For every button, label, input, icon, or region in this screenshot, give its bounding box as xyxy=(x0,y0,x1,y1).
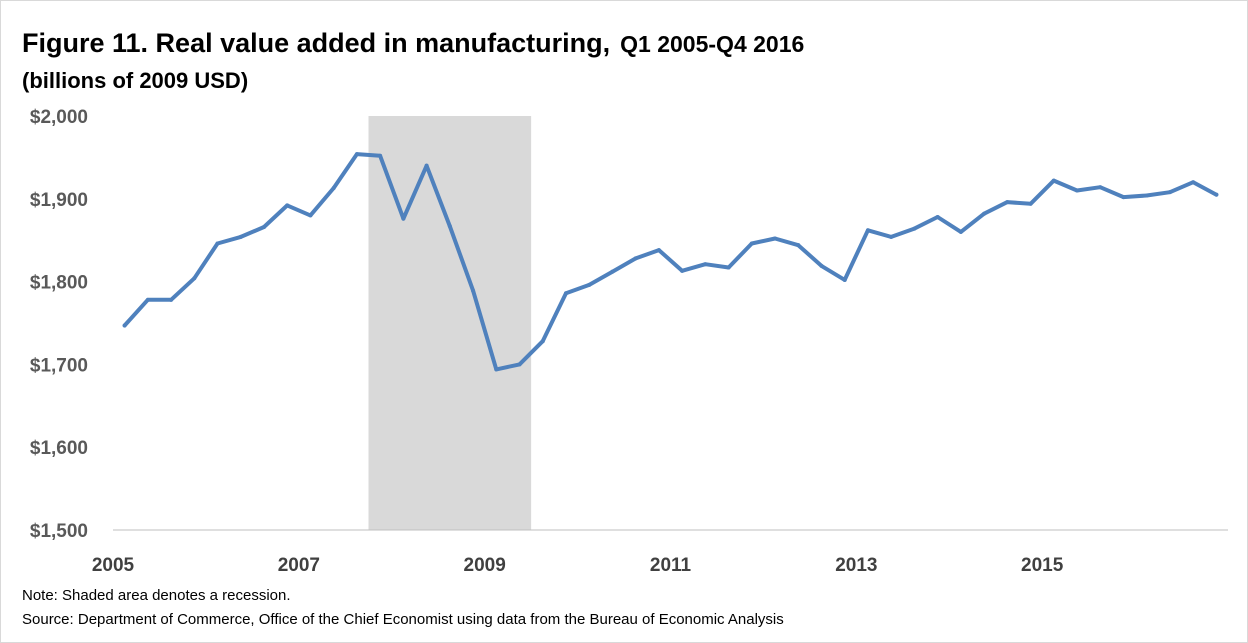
chart-title: Figure 11. Real value added in manufactu… xyxy=(22,28,804,59)
data-point xyxy=(169,297,174,302)
data-point xyxy=(215,241,220,246)
data-point xyxy=(796,243,801,248)
data-point xyxy=(842,277,847,282)
x-tick-label: 2011 xyxy=(650,555,692,576)
data-point xyxy=(238,234,243,239)
x-tick-label: 2015 xyxy=(1021,555,1064,576)
chart-note: Note: Shaded area denotes a recession. xyxy=(22,587,291,604)
y-tick-label: $1,500 xyxy=(30,521,88,542)
y-tick-label: $1,800 xyxy=(30,273,88,294)
data-point xyxy=(378,153,383,158)
data-point xyxy=(587,282,592,287)
data-point xyxy=(517,362,522,367)
data-point xyxy=(308,213,313,218)
data-point xyxy=(1191,180,1196,185)
chart-title-main: Figure 11. Real value added in manufactu… xyxy=(22,28,611,58)
data-point xyxy=(540,339,545,344)
data-point xyxy=(982,211,987,216)
x-tick-label: 2005 xyxy=(92,555,135,576)
data-point xyxy=(889,234,894,239)
chart-title-period: Q1 2005-Q4 2016 xyxy=(620,31,805,57)
data-point xyxy=(1144,193,1149,198)
data-point xyxy=(703,262,708,267)
data-point xyxy=(494,367,499,372)
y-tick-label: $1,700 xyxy=(30,355,88,376)
data-point xyxy=(401,216,406,221)
recession-layer xyxy=(368,116,532,530)
y-axis-ticks: $1,500 $1,600 $1,700 $1,800 $1,900 $2,000 xyxy=(30,107,88,542)
y-tick-label: $2,000 xyxy=(30,107,88,128)
data-point xyxy=(656,248,661,253)
data-point xyxy=(1028,201,1033,206)
series-layer xyxy=(122,152,1219,372)
x-tick-label: 2013 xyxy=(835,555,877,576)
chart-subtitle: (billions of 2009 USD) xyxy=(22,68,249,93)
data-point xyxy=(261,224,266,229)
data-point xyxy=(865,228,870,233)
x-axis-ticks: 2005 2007 2009 2011 2013 2015 xyxy=(92,555,1064,576)
data-point xyxy=(192,276,197,281)
data-point xyxy=(1098,185,1103,190)
data-point xyxy=(935,215,940,220)
data-point xyxy=(1075,188,1080,193)
y-tick-label: $1,900 xyxy=(30,190,88,211)
data-point xyxy=(1214,192,1219,197)
data-point xyxy=(447,224,452,229)
data-point xyxy=(819,263,824,268)
data-point xyxy=(1121,195,1126,200)
x-tick-label: 2009 xyxy=(464,555,506,576)
data-point xyxy=(958,229,963,234)
data-point xyxy=(749,241,754,246)
data-point xyxy=(633,256,638,261)
data-point xyxy=(354,152,359,157)
data-point xyxy=(285,203,290,208)
data-point xyxy=(1051,178,1056,183)
data-point xyxy=(610,269,615,274)
data-point xyxy=(1167,190,1172,195)
data-point xyxy=(424,163,429,168)
data-point xyxy=(471,288,476,293)
data-point xyxy=(1005,200,1010,205)
chart-source: Source: Department of Commerce, Office o… xyxy=(22,611,784,628)
data-point xyxy=(563,291,568,296)
recession-shading xyxy=(368,116,532,530)
data-point xyxy=(726,265,731,270)
data-point xyxy=(331,186,336,191)
series-line xyxy=(122,152,1219,372)
data-point xyxy=(145,297,150,302)
y-tick-label: $1,600 xyxy=(30,438,88,459)
data-point xyxy=(773,236,778,241)
data-point xyxy=(912,226,917,231)
x-tick-label: 2007 xyxy=(278,555,320,576)
data-point xyxy=(122,323,127,328)
data-point xyxy=(680,268,685,273)
